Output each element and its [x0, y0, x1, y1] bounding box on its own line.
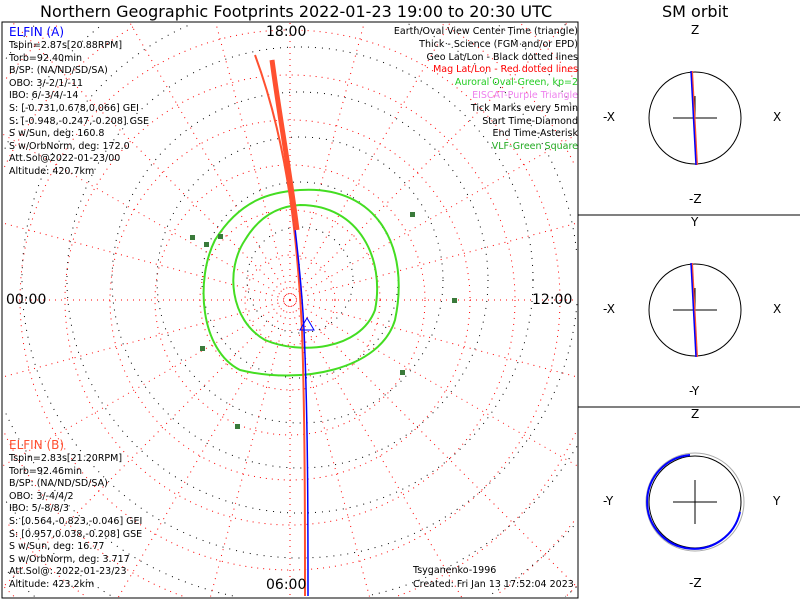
elfin-b-info-line: S w/OrbNorm, deg: 3.717 — [9, 553, 130, 565]
legend-entry: Tick Marks every 5min — [470, 102, 578, 114]
earth-circle — [648, 71, 742, 165]
elfin-a-info-line: S: [-0.948,-0.247,-0.208] GSE — [9, 115, 149, 127]
mag-lon-line — [2, 133, 291, 301]
legend-entry: End Time-Asterisk — [492, 128, 578, 140]
sm-axis-label-left: -X — [603, 302, 615, 316]
legend-entry: VLF-Green Square — [491, 141, 578, 153]
auroral-oval-outer — [202, 188, 400, 377]
geo-lat-circle — [5, 24, 574, 596]
mag-lat-circle — [19, 29, 561, 571]
mag-lon-line — [289, 299, 462, 598]
model-credit: Tsyganenko-1996 — [413, 565, 497, 576]
earth-circle — [648, 263, 742, 357]
elfin-b-info-line: Altitude: 423.2km — [9, 578, 95, 590]
sm-axis-label-bottom: -Z — [689, 576, 702, 590]
sm-axis-label-bottom: -Z — [689, 192, 702, 206]
elfin-b-info-line: S: [0.957,0.038,-0.208] GSE — [9, 528, 143, 540]
sm-axis-label-left: -Y — [603, 494, 614, 508]
legend-entry: Start Time-Diamond — [482, 115, 578, 127]
mag-lon-line — [2, 299, 291, 467]
elfin-a-info-line: Tspin=2.87s[20.88RPM] — [9, 40, 123, 51]
elfin-b-info-line: S w/Sun, deg: 16.77 — [9, 541, 105, 553]
elfin-b-info-line: B/SP: (NA/ND/SD/SA) — [9, 478, 108, 490]
view-center-triangle — [299, 317, 315, 331]
elfin-a-info-line: Torb=92.40min — [9, 52, 83, 64]
elfin-a-info-line: S: [-0.731,0.678,0.066] GEI — [9, 102, 139, 114]
time-label-top: 18:00 — [266, 24, 307, 40]
elfin-b-info-line: IBO: 5/-8/8/3 — [9, 503, 69, 515]
chart-title: Northern Geographic Footprints 2022-01-2… — [40, 2, 553, 21]
elfin-a-info-line: S w/Sun, deg: 160.8 — [9, 128, 105, 140]
mag-lon-line — [118, 299, 291, 598]
mag-lon-line — [289, 22, 365, 301]
elfin-a-info-line: B/SP: (NA/ND/SD/SA) — [9, 65, 108, 77]
geo-lat-circle — [111, 91, 489, 469]
time-label-bottom: 06:00 — [266, 577, 307, 593]
mag-lon-line — [289, 222, 578, 301]
geo-lat-circle — [7, 571, 577, 597]
sm-axis-label-right: X — [773, 302, 782, 316]
sm-axis-label-top: Z — [691, 23, 700, 37]
sm-orbit-title: SM orbit — [662, 2, 729, 21]
elfin-a-info-line: S w/OrbNorm, deg: 172.0 — [9, 140, 130, 152]
orbit-b — [691, 262, 698, 358]
elfin-b-info-line: Torb=92.46min — [9, 465, 83, 477]
elfin-b-name: ELFIN (B) — [9, 438, 65, 452]
elfin-a-info-line: OBO: 3/-2/1/-11 — [9, 77, 84, 89]
sm-axis-label-top: Z — [691, 407, 700, 421]
sm-axis-label-top: Y — [691, 215, 699, 229]
elfin-a-info: ELFIN (A) Tspin=2.87s[20.88RPM] Torb=92.4… — [9, 25, 149, 179]
elfin-b-info-line: S: [0.564,-0.823,-0.046] GEI — [9, 515, 143, 527]
elfin-a-info-line: Altitude: 420.7km — [9, 165, 95, 177]
orbit-ring — [645, 452, 745, 552]
created-timestamp: Created: Fri Jan 13 17:52:04 2023 — [413, 579, 574, 590]
legend-entry: Thick - Science (FGM and/or EPD) — [419, 38, 578, 50]
mag-lon-line — [2, 222, 291, 301]
legend-entry: EISCAT-Purple Triangle — [472, 89, 578, 101]
map-frame — [1, 21, 579, 599]
mag-lon-line — [289, 133, 578, 301]
mag-lon-line — [215, 22, 291, 301]
legend-entry: Auroral Oval-Green, kp=2 — [454, 77, 578, 89]
orbit-a — [690, 262, 697, 358]
legend-entry: Mag Lat/Lon - Red dotted lines — [433, 64, 578, 76]
elfin-b-info: ELFIN (B) Tspin=2.83s[21.20RPM] Torb=92.4… — [9, 438, 142, 592]
time-label-left: 00:00 — [6, 292, 47, 308]
elfin-b-info-line: Tspin=2.83s[21.20RPM] — [9, 453, 123, 464]
auroral-oval-inner — [232, 203, 379, 349]
mag-lon-line — [129, 22, 291, 301]
sm-axis-label-left: -X — [603, 110, 615, 124]
legend-entry: Earth/Oval View Center Time (triangle) — [393, 26, 578, 37]
mag-lon-line — [289, 299, 578, 467]
elfin-b-track — [254, 54, 306, 597]
elfin-a-info-line: IBO: 6/-3/4/-14 — [9, 90, 79, 102]
mag-lon-line — [289, 299, 578, 588]
legend-entry: Geo Lat/Lon - Black dotted lines — [426, 51, 578, 63]
mag-lon-line — [2, 299, 291, 378]
orbit-a — [690, 70, 697, 166]
sm-axis-label-right: Y — [773, 494, 781, 508]
vlf-stations — [190, 212, 457, 429]
sm-axis-label-right: X — [773, 110, 782, 124]
orbit-b — [691, 70, 698, 166]
elfin-a-name: ELFIN (A) — [9, 25, 65, 39]
elfin-b-info-line: OBO: 3/-4/4/2 — [9, 490, 74, 502]
elfin-a-info-line: Att.Sol@2022-01-23/00 — [9, 153, 121, 165]
sm-axis-label-bottom: -Y — [689, 384, 700, 398]
orbit-a — [646, 454, 741, 550]
science-segment — [269, 59, 300, 231]
time-label-right: 12:00 — [532, 292, 573, 308]
elfin-b-info-line: Att.Sol@: 2022-01-23/23 — [9, 566, 127, 578]
legend: Earth/Oval View Center Time (triangle) Th… — [394, 26, 578, 154]
mag-lon-line — [289, 299, 578, 378]
